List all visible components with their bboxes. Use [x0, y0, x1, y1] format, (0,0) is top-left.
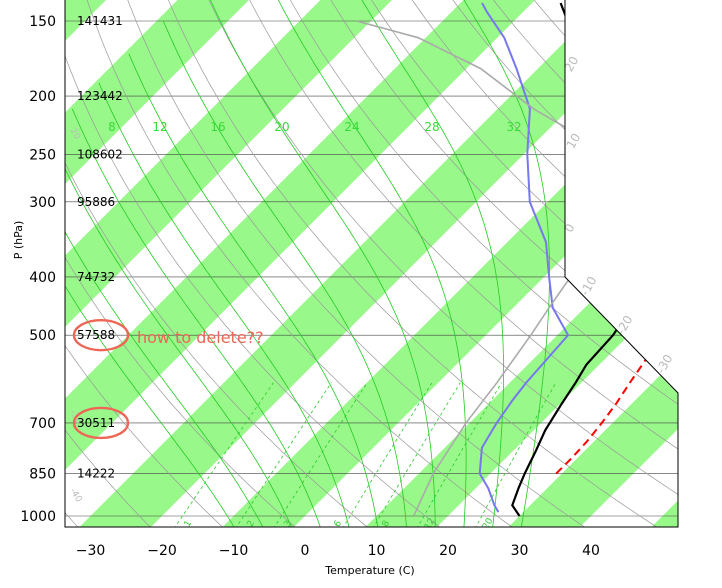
height-label: 95886 [77, 195, 115, 209]
x-tick-label: 0 [301, 543, 310, 559]
moist-adiabat [441, 0, 550, 527]
y-tick-label: 1000 [20, 509, 56, 525]
height-label: 57588 [77, 328, 115, 342]
isotherm-band [77, 0, 678, 527]
moist-adiabat-label: 8 [108, 120, 116, 134]
y-tick-label: 150 [29, 14, 56, 30]
x-tick-label: −30 [76, 543, 106, 559]
moist-adiabat-label: 32 [506, 120, 521, 134]
moist-adiabat-label: 28 [424, 120, 439, 134]
dry-adiabat [0, 0, 7, 529]
mixing-ratio-label: 2 [246, 519, 258, 529]
dry-adiabat [309, 0, 678, 527]
isotherm-band [506, 0, 678, 527]
mixing-ratio-line [416, 382, 502, 527]
mixing-ratio-line [372, 382, 461, 527]
height-label: 74732 [77, 270, 115, 284]
height-label: 30511 [77, 416, 115, 430]
moist-adiabat [128, 53, 379, 527]
isotherm-label: -30 [654, 352, 676, 376]
mixing-ratio-line [173, 382, 274, 527]
dry-adiabat [65, 0, 298, 527]
moist-adiabat [203, 0, 436, 527]
overlay: 20100-10-20-3015020025030040050070085010… [20, 0, 679, 559]
annotation-circle [72, 318, 130, 352]
dry-adiabat [75, 0, 515, 527]
annotation-text: how to delete?? [137, 328, 264, 347]
y-tick-label: 200 [29, 89, 56, 105]
moist-adiabat-label: 12 [152, 120, 167, 134]
isotherm-label: -10 [578, 274, 600, 298]
y-tick-label: 300 [29, 195, 56, 211]
dry-adiabat [270, 0, 678, 527]
x-tick-label: 20 [439, 543, 457, 559]
mixing-ratio-line [273, 382, 368, 527]
moist-adiabat [162, 20, 408, 527]
plot-frame [64, 0, 679, 528]
y-tick-label: 250 [29, 147, 56, 163]
mixing-ratio-label: 8 [381, 519, 393, 529]
y-tick-label: 500 [29, 328, 56, 344]
isotherm-band [65, 0, 573, 527]
x-tick-label: 40 [582, 543, 600, 559]
dry-adiabat [700, 0, 722, 529]
dewpoint-line [478, 2, 570, 513]
moist-adiabat [71, 108, 322, 527]
y-tick-label: 400 [29, 270, 56, 286]
y-tick-label: 700 [29, 416, 56, 432]
x-tick-label: 10 [368, 543, 386, 559]
isotherm-band [649, 0, 678, 527]
mixing-ratio-label: 20 [481, 516, 496, 531]
x-tick-label: 30 [511, 543, 529, 559]
isotherm-band [220, 0, 678, 527]
mixing-ratio-label: 1 [183, 519, 195, 529]
x-tick-label: −10 [219, 543, 249, 559]
dry-adiabat [660, 0, 678, 527]
dry-adiabat [153, 0, 660, 527]
height-label: 123442 [77, 89, 123, 103]
moist-adiabat [259, 0, 467, 527]
x-tick-label: −20 [147, 543, 177, 559]
x-axis-title: Temperature (C) [324, 564, 414, 577]
height-label: 14222 [77, 467, 115, 481]
moist-adiabat-label: 20 [274, 120, 289, 134]
mixing-ratio-line [342, 382, 433, 527]
dry-adiabat [65, 0, 443, 527]
moist-adiabat [65, 132, 293, 527]
moist-adiabat-label: 24 [344, 120, 359, 134]
dry-adiabat [348, 0, 678, 527]
moist-adiabat [98, 82, 350, 527]
dry-adiabat [65, 0, 370, 527]
dry-adiabat [192, 0, 678, 527]
isotherm-band [65, 0, 287, 527]
height-label: 108602 [77, 147, 123, 161]
moist-adiabat [65, 174, 236, 527]
isotherm-label: 10 [564, 131, 584, 151]
mixing-ratio-label: 3 [283, 519, 295, 529]
dry-adiabat [65, 0, 225, 527]
mixing-ratio-label: 6 [333, 519, 345, 529]
dry-adiabat [65, 0, 153, 527]
moist-adiabat-label: 16 [210, 120, 225, 134]
isotherm-label: 20 [562, 54, 582, 74]
y-tick-label: 850 [29, 467, 56, 483]
mixing-ratio-label: 12 [423, 517, 437, 532]
y-axis-title: P (hPa) [12, 221, 25, 260]
moist-adiabat [340, 0, 504, 527]
isotherm-band [65, 0, 430, 527]
moist-adiabat [65, 154, 265, 527]
annotation-circle [72, 406, 130, 440]
dry-adiabat [231, 0, 678, 527]
dry-adiabat-label: -40 [67, 487, 83, 505]
height-label: 141431 [77, 14, 123, 28]
